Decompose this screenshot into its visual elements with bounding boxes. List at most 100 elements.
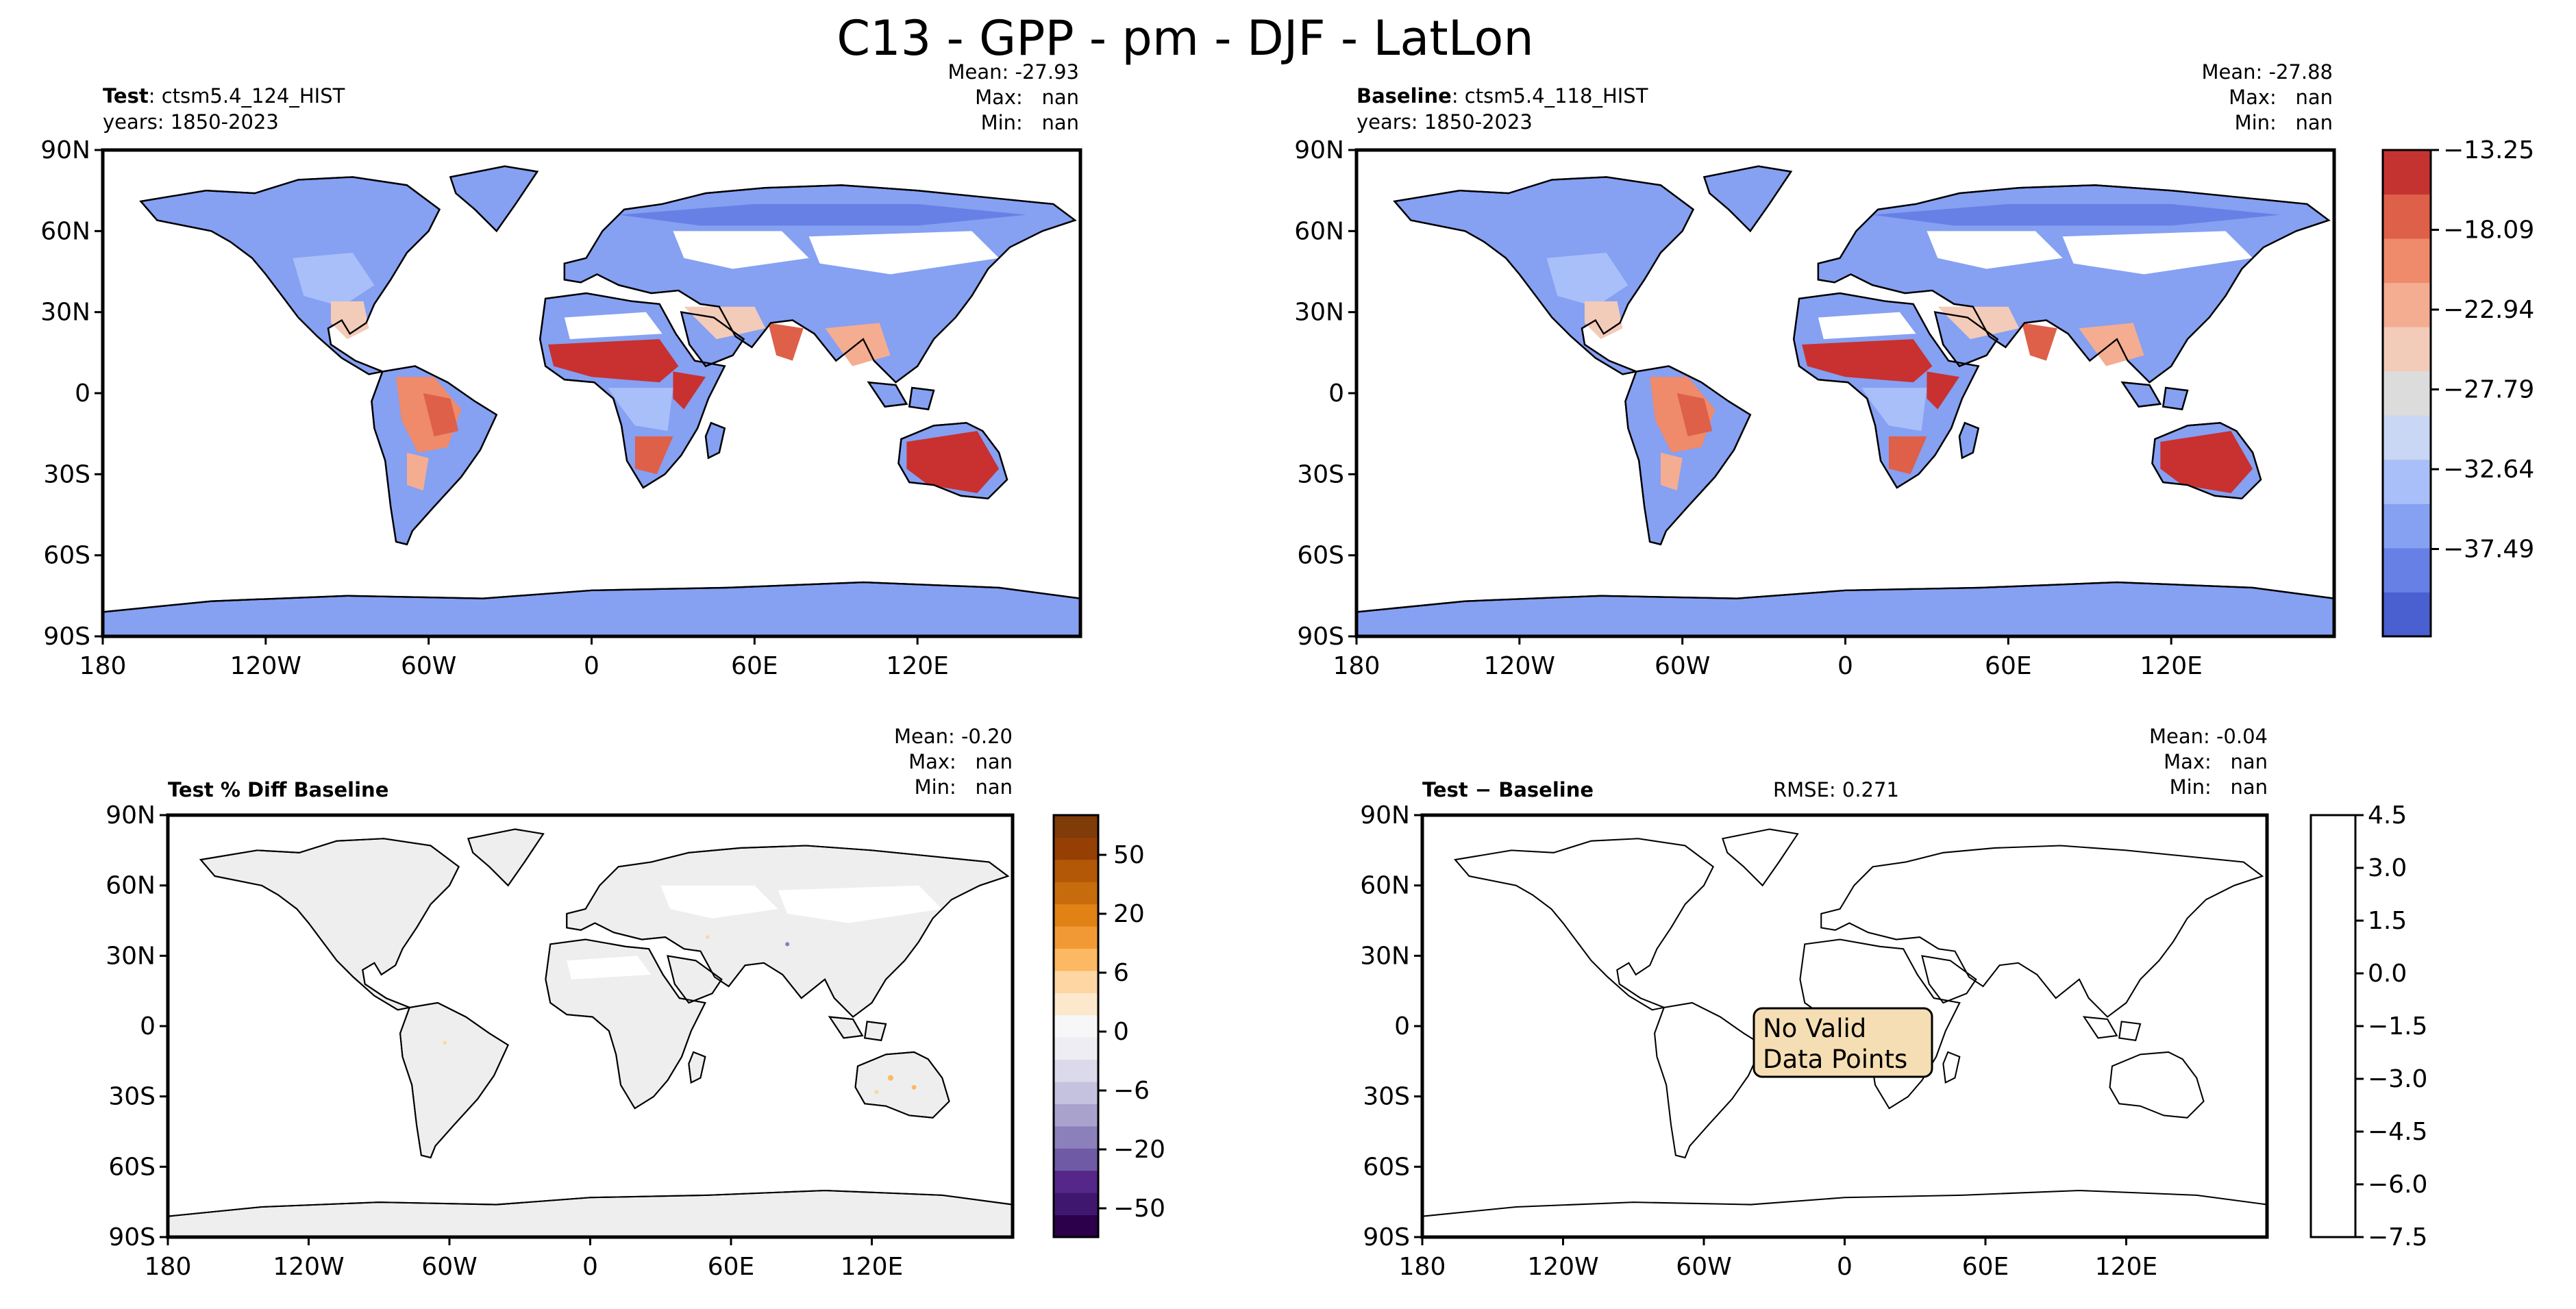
pctdiff-stat-max: Max: nan: [908, 750, 1013, 773]
diff-lat-label: 90S: [1363, 1223, 1410, 1251]
no-data-box: No Valid Data Points: [1753, 1007, 1933, 1078]
test-lat-label: 30N: [40, 299, 90, 327]
colorbar-diff-label: 0.0: [2368, 960, 2407, 988]
pctdiff-lat-label: 90N: [106, 801, 156, 830]
pctdiff-stats: Mean: -0.20 Max: nan Min: nan: [894, 725, 1013, 799]
diff-lon-label: 120W: [1527, 1253, 1598, 1281]
diff-lat-label: 30S: [1363, 1083, 1410, 1111]
colorbar-pctdiff: 50 20 6 0 −6 −20 −50: [1052, 814, 1165, 1238]
pctdiff-lat-label: 90S: [108, 1223, 156, 1251]
pctdiff-lat-label: 60S: [108, 1153, 156, 1181]
pctdiff-lon-label: 120W: [273, 1253, 344, 1281]
pctdiff-lat-label: 0: [140, 1012, 156, 1040]
colorbar-pct-segment: [1054, 1082, 1098, 1104]
diff-lat-label: 30N: [1360, 942, 1410, 970]
colorbar-diff-label: 3.0: [2368, 854, 2407, 882]
baseline-panel-title: Baseline: ctsm5.4_118_HIST years: 1850-2…: [1357, 84, 1648, 134]
colorbar-main-label: −13.25: [2443, 136, 2534, 164]
colorbar-main-frame: [2381, 149, 2432, 638]
colorbar-main-segment: [2383, 238, 2431, 284]
no-data-line1: No Valid: [1763, 1014, 1866, 1043]
colorbar-main-segment: [2383, 371, 2431, 416]
diff-stat-mean: Mean: -0.04: [2149, 725, 2268, 748]
baseline-stats: Mean: -27.88 Max: nan Min: nan: [2202, 60, 2333, 134]
colorbar-pct-label: 20: [1113, 900, 1145, 928]
colorbar-main-segment: [2383, 415, 2431, 460]
colorbar-diff-frame: [2309, 814, 2357, 1238]
baseline-lon-label: 180: [1333, 652, 1380, 680]
baseline-lat-label: 90N: [1294, 136, 1344, 164]
test-lat-label: 60S: [43, 542, 90, 570]
pctdiff-field: [443, 885, 943, 1095]
test-map: [101, 164, 1082, 638]
colorbar-main-segment: [2383, 503, 2431, 549]
pctdiff-lat-label: 60N: [106, 872, 156, 900]
test-panel: Test: ctsm5.4_124_HIST years: 1850-2023 …: [101, 60, 1082, 638]
diff-panel: Test − Baseline RMSE: 0.271 Mean: -0.04 …: [1420, 725, 2269, 1239]
baseline-lon-label: 120E: [2140, 652, 2202, 680]
figure-title: C13 - GPP - pm - DJF - LatLon: [837, 10, 1533, 66]
colorbar-pct-label: 0: [1113, 1018, 1129, 1046]
baseline-title-bold: Baseline: [1357, 84, 1452, 108]
test-lat-label: 30S: [43, 460, 90, 488]
colorbar-pct-segment: [1054, 1104, 1098, 1127]
test-lat-label: 0: [75, 379, 90, 408]
test-stats: Mean: -27.93 Max: nan Min: nan: [948, 60, 1080, 134]
diff-lon-label: 60E: [1962, 1253, 2009, 1281]
colorbar-main-label: −32.64: [2443, 456, 2534, 484]
diff-rmse: RMSE: 0.271: [1773, 778, 1899, 801]
svg-text:Test: ctsm5.4_124_HIST: Test: ctsm5.4_124_HIST: [103, 84, 345, 108]
pctdiff-map: [166, 827, 1014, 1239]
baseline-stat-max: Max: nan: [2229, 86, 2333, 109]
baseline-lat-label: 60S: [1297, 542, 1344, 570]
diff-lon-label: 120E: [2095, 1253, 2157, 1281]
colorbar-pct-segment: [1054, 1014, 1098, 1038]
colorbar-pct-segment: [1054, 970, 1098, 993]
diff-title: Test − Baseline: [1422, 778, 1594, 801]
test-field: [293, 203, 1026, 493]
diff-lon-label: 180: [1399, 1253, 1446, 1281]
pctdiff-title: Test % Diff Baseline: [168, 778, 388, 801]
colorbar-diff-label: 4.5: [2368, 801, 2407, 830]
test-title-bold: Test: [103, 84, 149, 108]
test-panel-title: Test: ctsm5.4_124_HIST years: 1850-2023: [103, 84, 345, 134]
colorbar-main-label: −27.79: [2443, 376, 2534, 404]
pctdiff-lon-label: 0: [582, 1253, 598, 1281]
baseline-years: years: 1850-2023: [1357, 110, 1533, 134]
pctdiff-stat-mean: Mean: -0.20: [894, 725, 1013, 748]
colorbar-pct-segment: [1054, 903, 1098, 927]
colorbar-pct-segment: [1054, 815, 1098, 838]
colorbar-pct-segment: [1054, 993, 1098, 1016]
colorbar-main-segment: [2383, 194, 2431, 239]
pctdiff-lon-label: 120E: [841, 1253, 903, 1281]
baseline-field: [1546, 203, 2280, 493]
diff-lat-label: 60S: [1363, 1153, 1410, 1181]
test-lon-label: 0: [584, 652, 599, 680]
baseline-title-rest: : ctsm5.4_118_HIST: [1452, 84, 1648, 108]
no-data-line2: Data Points: [1763, 1045, 1907, 1074]
pctdiff-lat-label: 30S: [108, 1083, 156, 1111]
diff-lat-label: 60N: [1360, 872, 1410, 900]
colorbar-diff-label: −6.0: [2368, 1171, 2427, 1199]
colorbar-pct-label: 50: [1113, 841, 1145, 869]
colorbar-pct-segment: [1054, 1037, 1098, 1060]
colorbar-main-label: −22.94: [2443, 296, 2534, 324]
baseline-lat-label: 60N: [1294, 217, 1344, 245]
baseline-panel: Baseline: ctsm5.4_118_HIST years: 1850-2…: [1354, 60, 2336, 638]
colorbar-diff: 4.5 3.0 1.5 0.0 −1.5 −3.0 −4.5 −6.0 −7.5: [2309, 801, 2427, 1251]
colorbar-main: −13.25 −18.09 −22.94 −27.79 −32.64 −37.49: [2381, 136, 2534, 638]
colorbar-pct-label: −6: [1113, 1077, 1150, 1105]
colorbar-pct-label: −50: [1113, 1195, 1165, 1223]
colorbar-pct-segment: [1054, 859, 1098, 882]
pctdiff-lon-label: 180: [145, 1253, 192, 1281]
pctdiff-lon-label: 60W: [421, 1253, 477, 1281]
baseline-lon-label: 60W: [1655, 652, 1710, 680]
test-lon-label: 120W: [230, 652, 301, 680]
colorbar-pct-segment: [1054, 1170, 1098, 1193]
test-lon-label: 60E: [731, 652, 778, 680]
test-lat-label: 60N: [40, 217, 90, 245]
svg-text:Baseline: ctsm5.4_118_HIST: Baseline: ctsm5.4_118_HIST: [1357, 84, 1648, 108]
diff-stats: Mean: -0.04 Max: nan Min: nan: [2149, 725, 2268, 799]
